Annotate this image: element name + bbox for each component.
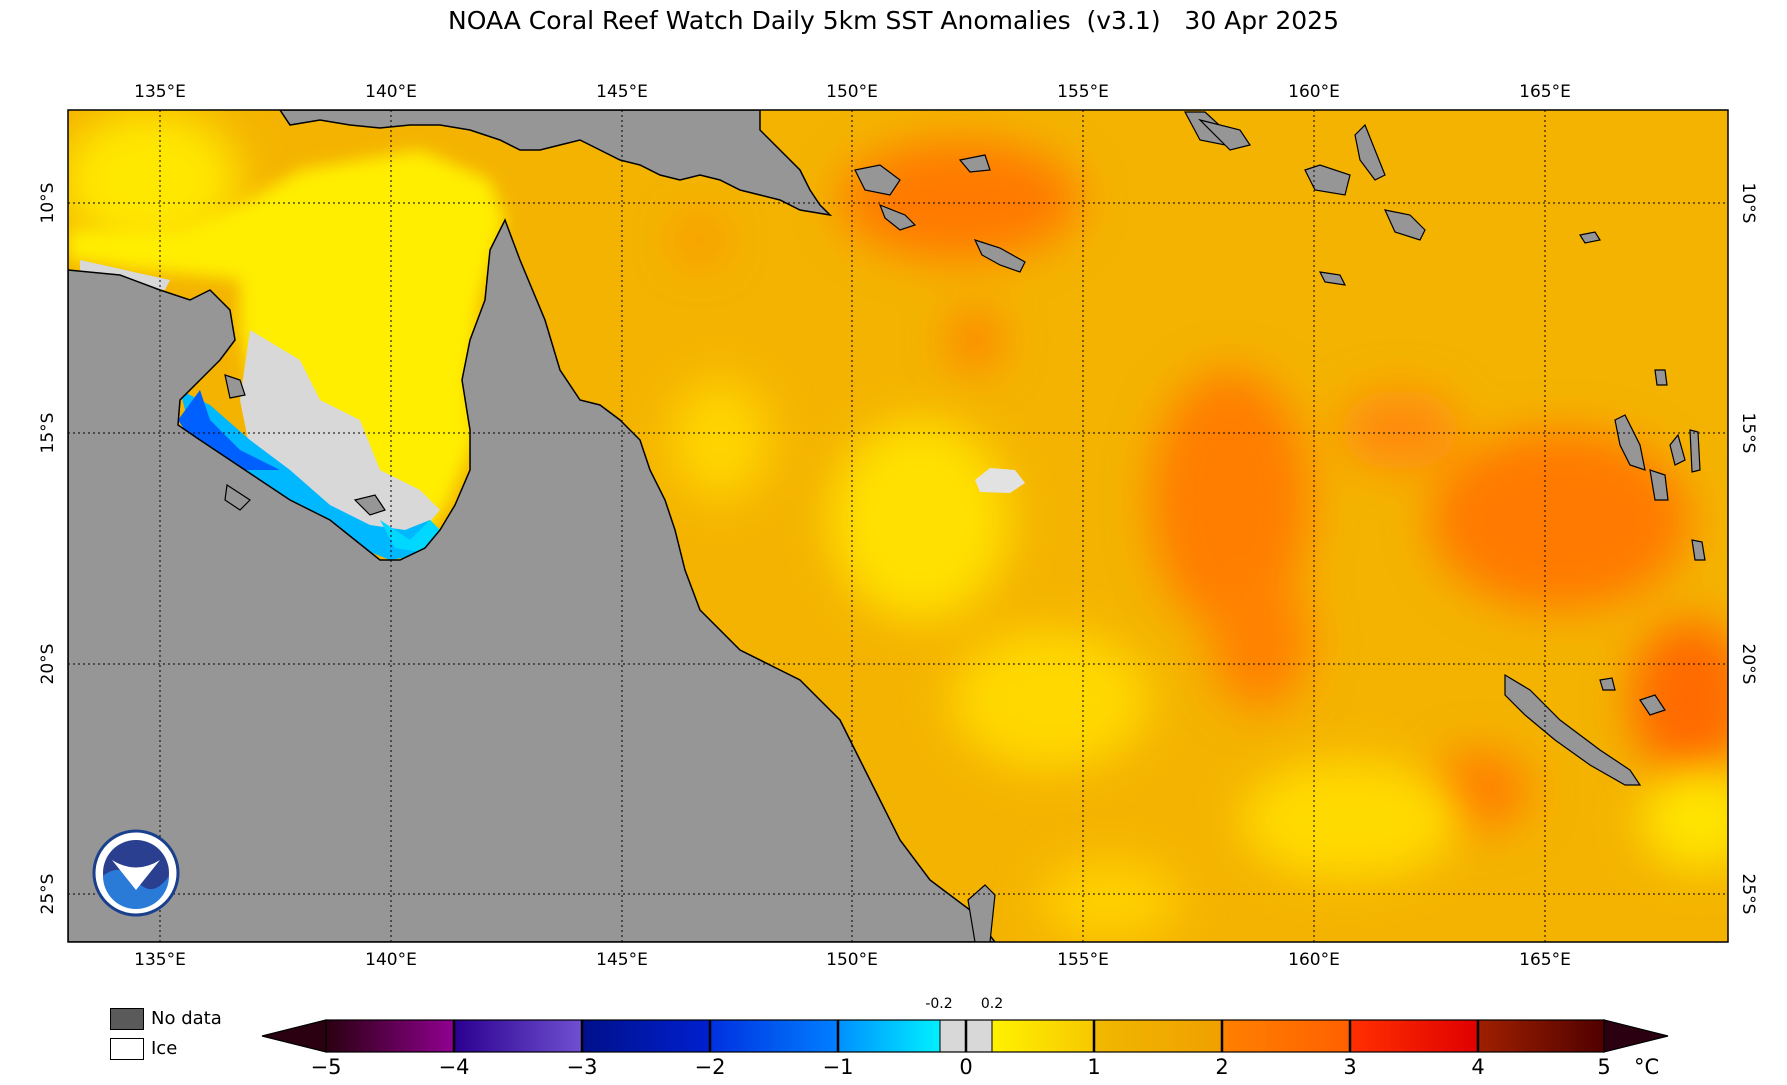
map-frame [67, 109, 1729, 943]
colorbar-tick: 5 [1597, 1055, 1611, 1079]
warm-anomaly-patches [680, 140, 1728, 830]
colorbar-tick: −2 [694, 1055, 726, 1079]
lon-label: 160°E [1288, 82, 1340, 102]
no-data-label: No data [151, 1008, 222, 1029]
ice-label: Ice [151, 1038, 178, 1059]
coral-sea-grey-patch [975, 468, 1025, 493]
colorbar-tick: 0 [959, 1055, 973, 1079]
graticule [68, 110, 1728, 942]
colorbar-tick: −1 [822, 1055, 854, 1079]
lat-label: 25°S [38, 873, 58, 915]
lat-label: 25°S [1738, 873, 1758, 915]
map-title: NOAA Coral Reef Watch Daily 5km SST Anom… [448, 6, 1339, 35]
ice-swatch [110, 1038, 144, 1060]
colorbar-unit: °C [1634, 1055, 1660, 1079]
lat-label: 10°S [38, 182, 58, 224]
lon-label: 145°E [596, 950, 648, 970]
lat-label: 15°S [1738, 412, 1758, 454]
colorbar-small-label: 0.2 [980, 996, 1004, 1012]
colorbar-tick: 1 [1087, 1055, 1101, 1079]
colorbar-tick: 3 [1343, 1055, 1357, 1079]
lon-label: 165°E [1519, 82, 1571, 102]
lon-label: 135°E [134, 82, 186, 102]
map-area [68, 110, 1728, 942]
colorbar-tick: −3 [566, 1055, 598, 1079]
colorbar-tick: −5 [310, 1055, 342, 1079]
lon-label: 135°E [134, 950, 186, 970]
lon-label: 165°E [1519, 950, 1571, 970]
lon-label: 140°E [365, 82, 417, 102]
lon-label: 145°E [596, 82, 648, 102]
lon-label: 155°E [1057, 82, 1109, 102]
no-data-swatch [110, 1008, 144, 1030]
papua-new-guinea-land [279, 110, 833, 217]
lon-label: 140°E [365, 950, 417, 970]
lat-label: 20°S [38, 643, 58, 685]
colorbar [261, 1019, 1669, 1053]
colorbar-arrow-right [1603, 1019, 1669, 1053]
colorbar-tick: 4 [1471, 1055, 1485, 1079]
noaa-logo [92, 829, 180, 917]
lon-label: 150°E [826, 82, 878, 102]
colorbar-arrow-left [261, 1019, 327, 1053]
colorbar-tick: 2 [1215, 1055, 1229, 1079]
lon-label: 155°E [1057, 950, 1109, 970]
lat-label: 10°S [1738, 182, 1758, 224]
mild-anomaly-patches [68, 110, 1728, 940]
colorbar-tick: −4 [438, 1055, 470, 1079]
colorbar-small-label: -0.2 [925, 996, 953, 1012]
lat-label: 20°S [1738, 643, 1758, 685]
lon-label: 150°E [826, 950, 878, 970]
lat-label: 15°S [38, 412, 58, 454]
lon-label: 160°E [1288, 950, 1340, 970]
islands [224, 111, 1706, 942]
australia-land [68, 218, 996, 942]
